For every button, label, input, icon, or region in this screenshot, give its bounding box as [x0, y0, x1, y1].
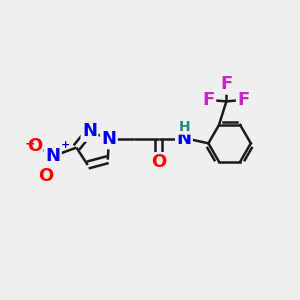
Text: N: N: [45, 147, 60, 165]
Text: O: O: [38, 167, 53, 185]
Text: N: N: [82, 122, 97, 140]
Text: O: O: [27, 136, 42, 154]
Text: F: F: [237, 91, 250, 109]
Text: F: F: [202, 91, 215, 109]
Text: N: N: [101, 130, 116, 148]
Text: H: H: [179, 119, 190, 134]
Text: F: F: [220, 75, 232, 93]
Text: N: N: [176, 130, 191, 148]
Text: O: O: [151, 154, 166, 172]
Text: −: −: [24, 137, 35, 150]
Text: +: +: [61, 140, 70, 150]
